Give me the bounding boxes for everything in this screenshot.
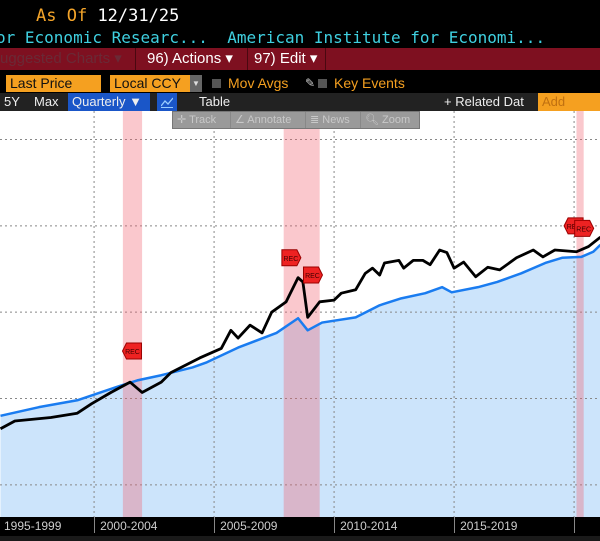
track-tool[interactable]: ✛ Track xyxy=(173,112,231,128)
rec-flag-icon xyxy=(302,266,324,284)
rec-flag-label: REC xyxy=(283,256,298,263)
edit-menu[interactable]: 97) Edit ▾ xyxy=(248,48,326,70)
rec-flag-label: REC xyxy=(576,226,591,233)
key-events-label: Key Events xyxy=(334,75,405,91)
key-events-checkbox[interactable] xyxy=(318,79,327,88)
suggested-charts-menu[interactable]: uggested Charts ▾ xyxy=(0,48,136,70)
currency-select[interactable]: Local CCY xyxy=(110,75,190,92)
rec-flag-label: REC xyxy=(125,349,140,356)
chart-toolbar: 5Y Max Quarterly ▼ Table + Related Dat A… xyxy=(0,93,600,127)
x-tick xyxy=(574,517,576,533)
title-1: or Economic Researc... xyxy=(0,28,208,47)
series-area-blue xyxy=(0,245,600,517)
rec-flag-label: REC xyxy=(567,224,582,231)
x-tick xyxy=(334,517,336,533)
series-line-black xyxy=(0,235,600,430)
x-tick xyxy=(214,517,216,533)
actions-menu[interactable]: 96) Actions ▾ xyxy=(141,48,248,70)
title-2: American Institute for Economi... xyxy=(227,28,546,47)
recession-event-marker[interactable]: REC xyxy=(281,249,302,267)
pencil-icon[interactable]: ✎ xyxy=(305,76,316,90)
security-titles: or Economic Researc... American Institut… xyxy=(0,28,545,47)
chart-plot-area[interactable]: REC REC REC REC REC xyxy=(0,111,600,517)
recession-band xyxy=(576,111,584,517)
x-tick xyxy=(454,517,456,533)
as-of-date: As Of 12/31/25 xyxy=(36,6,179,26)
chart-tools-bar: ✛ Track ∠ Annotate ≣ News 🔍︎ Zoom xyxy=(172,111,420,129)
currency-dropdown-button[interactable]: ▼ xyxy=(190,75,202,92)
as-of-value: 12/31/25 xyxy=(97,6,180,26)
x-tick xyxy=(94,517,96,533)
status-bar xyxy=(0,536,600,541)
mov-avgs-checkbox[interactable] xyxy=(212,79,221,88)
x-tick-label: 2015-2019 xyxy=(460,519,518,533)
line-chart-icon[interactable] xyxy=(157,93,177,111)
menu-bar: uggested Charts ▾ 96) Actions ▾ 97) Edit… xyxy=(0,48,600,70)
recession-event-marker[interactable]: REC xyxy=(121,342,142,360)
rec-flag-icon xyxy=(281,249,302,267)
news-tool[interactable]: ≣ News xyxy=(306,112,361,128)
range-5y-button[interactable]: 5Y xyxy=(4,94,20,109)
chart-options-row: Last Price Local CCY ▼ Mov Avgs ✎ Key Ev… xyxy=(0,72,600,93)
x-tick-label: 1995-1999 xyxy=(4,519,62,533)
rec-flag-icon xyxy=(574,219,595,237)
recession-band xyxy=(283,111,320,517)
field-select[interactable]: Last Price xyxy=(6,75,101,92)
rec-flag-icon xyxy=(121,342,142,360)
related-data-button[interactable]: + Related Dat xyxy=(444,94,524,109)
x-tick-label: 2005-2009 xyxy=(220,519,278,533)
zoom-tool[interactable]: 🔍︎ Zoom xyxy=(365,114,411,126)
table-button[interactable]: Table xyxy=(199,94,231,109)
recession-band xyxy=(122,111,143,517)
series-line-blue xyxy=(0,243,600,418)
annotate-tool[interactable]: ∠ Annotate xyxy=(231,112,306,128)
recession-event-marker[interactable]: REC xyxy=(302,266,324,284)
recession-event-marker[interactable]: REC xyxy=(574,219,595,237)
x-tick-label: 2000-2004 xyxy=(100,519,158,533)
add-data-button[interactable]: Add Data xyxy=(538,93,600,127)
rec-flag-label: REC xyxy=(305,273,320,280)
x-tick-label: 2010-2014 xyxy=(340,519,398,533)
mov-avgs-label: Mov Avgs xyxy=(228,75,289,91)
as-of-label: As Of xyxy=(36,6,88,26)
range-max-button[interactable]: Max xyxy=(34,94,59,109)
period-select[interactable]: Quarterly ▼ xyxy=(68,93,150,111)
x-axis: 1995-1999 2000-2004 2005-2009 2010-2014 2015… xyxy=(0,517,600,536)
